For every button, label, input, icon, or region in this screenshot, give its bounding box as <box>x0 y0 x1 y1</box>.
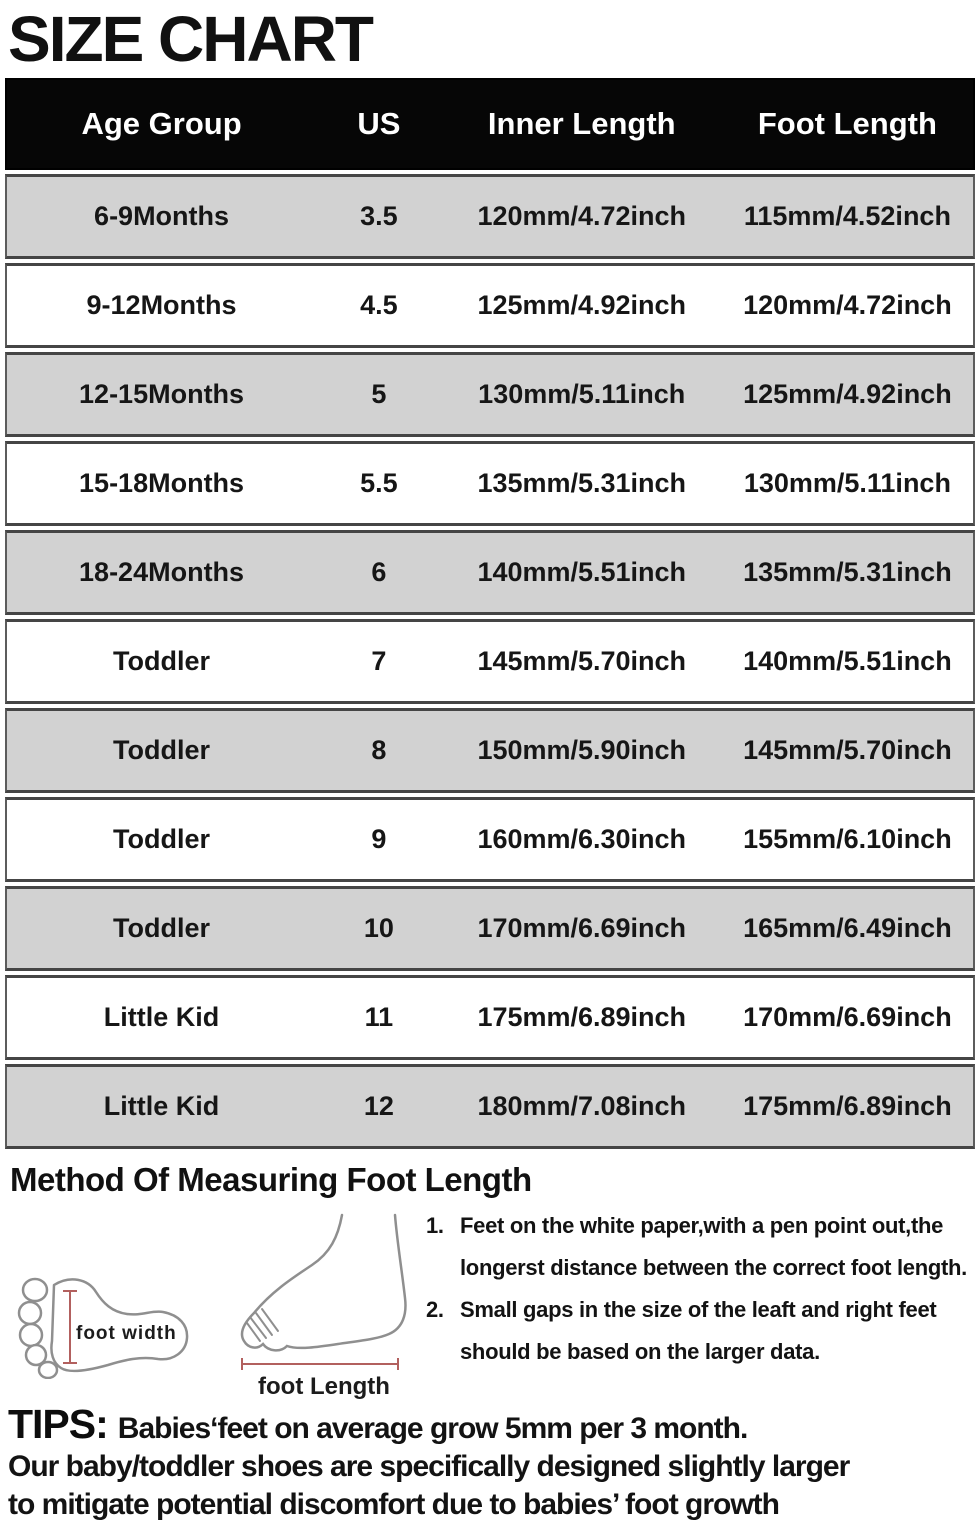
table-row: Little Kid 12 180mm/7.08inch 175mm/6.89i… <box>5 1064 975 1149</box>
cell-age-group: Little Kid <box>103 1091 220 1121</box>
cell-inner-length: 125mm/4.92inch <box>477 290 687 320</box>
instruction-number <box>426 1331 460 1373</box>
header-us-size: US <box>357 106 401 141</box>
table-row: Toddler 9 160mm/6.30inch 155mm/6.10inch <box>5 797 975 882</box>
cell-age-group: Toddler <box>113 646 211 676</box>
foot-length-measure-line <box>241 1358 399 1370</box>
foot-width-measure-line <box>63 1290 77 1364</box>
table-row: Toddler 10 170mm/6.69inch 165mm/6.49inch <box>5 886 975 971</box>
cell-foot-length: 115mm/4.52inch <box>743 201 951 231</box>
cell-us-size: 7 <box>371 646 387 676</box>
section-title-measuring-method: Method Of Measuring Foot Length <box>10 1161 532 1198</box>
size-chart-table: Age Group US Inner Length Foot Length 6-… <box>5 78 975 1149</box>
table-row: 18-24Months 6 140mm/5.51inch 135mm/5.31i… <box>5 530 975 615</box>
instruction-number: 2. <box>426 1297 444 1322</box>
cell-age-group: 18-24Months <box>79 557 245 587</box>
cell-age-group: Toddler <box>113 913 211 943</box>
cell-us-size: 5.5 <box>360 468 398 498</box>
toe-hatch-lines <box>246 1308 279 1342</box>
header-foot-length: Foot Length <box>757 106 937 141</box>
foot-side-view-illustration <box>240 1213 407 1370</box>
table-row: Toddler 7 145mm/5.70inch 140mm/5.51inch <box>5 619 975 704</box>
cell-age-group: Toddler <box>113 824 211 854</box>
foot-width-label: foot width <box>76 1323 177 1344</box>
cell-age-group: Little Kid <box>103 1002 220 1032</box>
cell-inner-length: 145mm/5.70inch <box>477 646 687 676</box>
instruction-line: 1. Feet on the white paper,with a pen po… <box>426 1205 980 1247</box>
table-body: 6-9Months 3.5 120mm/4.72inch 115mm/4.52i… <box>5 174 975 1149</box>
table-row: 15-18Months 5.5 135mm/5.31inch 130mm/5.1… <box>5 441 975 526</box>
table-row: Little Kid 11 175mm/6.89inch 170mm/6.69i… <box>5 975 975 1060</box>
foot-length-diagram: foot Length <box>236 1207 411 1400</box>
foot-length-label: foot Length <box>258 1373 390 1400</box>
instruction-text: Small gaps in the size of the leaft and … <box>460 1297 937 1322</box>
tips-line-1: Babies‘feet on average grow 5mm per 3 mo… <box>117 1412 749 1445</box>
header-age-group: Age Group <box>81 106 242 141</box>
page-title: SIZE CHART <box>8 3 374 75</box>
instruction-number: 1. <box>426 1213 444 1238</box>
instruction-line: should be based on the larger data. <box>426 1331 980 1373</box>
foot-bottom-view-illustration <box>17 1277 189 1379</box>
cell-inner-length: 135mm/5.31inch <box>477 468 687 498</box>
measuring-instructions: 1. Feet on the white paper,with a pen po… <box>426 1205 980 1373</box>
table-row: 9-12Months 4.5 125mm/4.92inch 120mm/4.72… <box>5 263 975 348</box>
cell-foot-length: 175mm/6.89inch <box>743 1091 952 1121</box>
instruction-text: should be based on the larger data. <box>460 1339 820 1364</box>
cell-foot-length: 165mm/6.49inch <box>743 913 952 943</box>
cell-us-size: 10 <box>363 913 394 943</box>
cell-age-group: 6-9Months <box>94 201 230 231</box>
cell-inner-length: 170mm/6.69inch <box>477 913 687 943</box>
cell-age-group: Toddler <box>113 735 211 765</box>
cell-foot-length: 170mm/6.69inch <box>743 1002 952 1032</box>
cell-inner-length: 130mm/5.11inch <box>478 379 686 409</box>
cell-foot-length: 120mm/4.72inch <box>743 290 952 320</box>
cell-foot-length: 155mm/6.10inch <box>743 824 952 854</box>
cell-foot-length: 130mm/5.11inch <box>743 468 951 498</box>
instruction-text: Feet on the white paper,with a pen point… <box>460 1213 944 1238</box>
tips-line-3: to mitigate potential discomfort due to … <box>8 1488 780 1521</box>
measuring-diagrams-section: foot width foot Length 1. <box>0 1201 980 1401</box>
tips-row-1: TIPS: Babies‘feet on average grow 5mm pe… <box>8 1401 980 1448</box>
cell-foot-length: 145mm/5.70inch <box>743 735 952 765</box>
cell-age-group: 9-12Months <box>86 290 237 320</box>
cell-us-size: 3.5 <box>360 201 398 231</box>
foot-width-diagram: foot width <box>14 1273 219 1379</box>
cell-us-size: 11 <box>364 1002 394 1032</box>
instruction-text: longerst distance between the correct fo… <box>460 1255 967 1280</box>
cell-us-size: 4.5 <box>360 290 398 320</box>
cell-us-size: 9 <box>371 824 387 854</box>
table-row: 12-15Months 5 130mm/5.11inch 125mm/4.92i… <box>5 352 975 437</box>
tips-label: TIPS: <box>8 1401 109 1447</box>
table-row: 6-9Months 3.5 120mm/4.72inch 115mm/4.52i… <box>5 174 975 259</box>
cell-foot-length: 140mm/5.51inch <box>743 646 952 676</box>
cell-inner-length: 175mm/6.89inch <box>477 1002 687 1032</box>
cell-us-size: 6 <box>371 557 387 587</box>
cell-foot-length: 135mm/5.31inch <box>743 557 952 587</box>
instruction-line: 2. Small gaps in the size of the leaft a… <box>426 1289 980 1331</box>
instruction-line: longerst distance between the correct fo… <box>426 1247 980 1289</box>
table-header-row: Age Group US Inner Length Foot Length <box>5 78 975 170</box>
cell-inner-length: 120mm/4.72inch <box>477 201 687 231</box>
table-row: Toddler 8 150mm/5.90inch 145mm/5.70inch <box>5 708 975 793</box>
cell-age-group: 15-18Months <box>79 468 245 498</box>
tips-line-2: Our baby/toddler shoes are specifically … <box>8 1450 850 1483</box>
cell-inner-length: 180mm/7.08inch <box>477 1091 687 1121</box>
instruction-number <box>426 1247 460 1289</box>
tips-section: TIPS: Babies‘feet on average grow 5mm pe… <box>8 1401 980 1524</box>
cell-us-size: 8 <box>371 735 387 765</box>
cell-inner-length: 140mm/5.51inch <box>477 557 687 587</box>
cell-inner-length: 160mm/6.30inch <box>477 824 687 854</box>
cell-us-size: 12 <box>363 1091 394 1121</box>
cell-age-group: 12-15Months <box>79 379 245 409</box>
cell-us-size: 5 <box>371 379 387 409</box>
header-inner-length: Inner Length <box>487 106 676 141</box>
cell-inner-length: 150mm/5.90inch <box>477 735 687 765</box>
cell-foot-length: 125mm/4.92inch <box>743 379 952 409</box>
